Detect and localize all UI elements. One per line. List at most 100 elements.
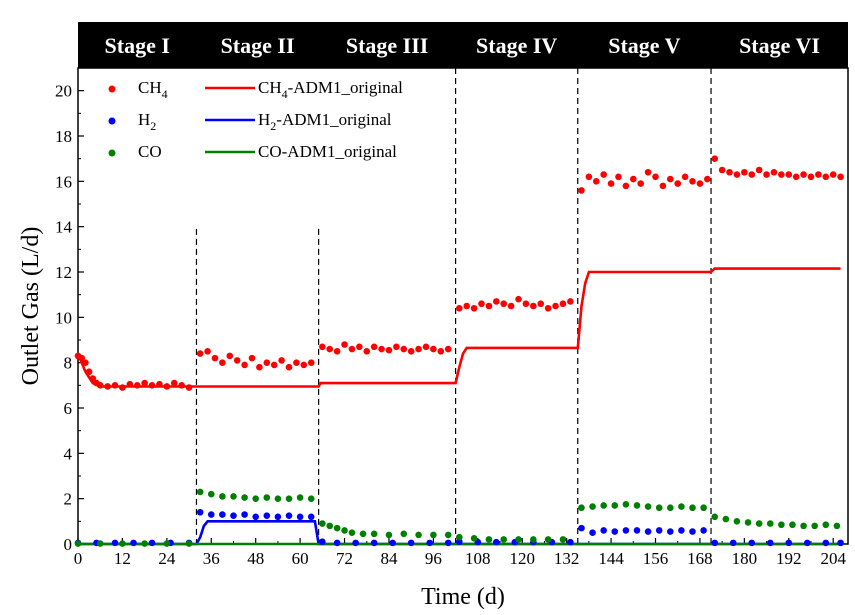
y-tick-label: 14: [55, 218, 73, 237]
data-point: [263, 512, 271, 519]
x-tick-label: 132: [554, 549, 580, 568]
data-point: [755, 520, 763, 527]
data-point: [252, 495, 259, 502]
data-point: [285, 512, 293, 519]
data-point: [633, 527, 641, 534]
data-point: [729, 539, 737, 547]
data-point: [644, 503, 652, 510]
data-point: [778, 171, 785, 178]
data-point: [815, 171, 822, 178]
x-tick-label: 60: [292, 549, 309, 568]
data-point: [341, 341, 348, 348]
stage-label: Stage II: [221, 33, 295, 58]
data-point: [444, 345, 452, 353]
legend-label-rest: -ADM1_original: [282, 142, 397, 161]
data-point: [600, 171, 607, 178]
data-point: [659, 182, 667, 190]
data-point: [530, 302, 537, 310]
data-point: [170, 379, 178, 387]
x-tick-label: 120: [509, 549, 535, 568]
data-point: [196, 488, 204, 496]
data-point: [652, 173, 659, 181]
data-point: [437, 348, 445, 355]
data-point: [233, 357, 241, 364]
data-point: [837, 173, 844, 181]
data-point: [559, 536, 567, 543]
data-point: [696, 180, 704, 187]
data-point: [219, 359, 226, 366]
data-point: [196, 508, 204, 516]
data-point: [763, 171, 770, 178]
data-point: [326, 345, 334, 353]
y-tick-label: 12: [55, 263, 72, 282]
y-tick-label: 4: [64, 444, 73, 463]
legend-marker: [108, 85, 116, 93]
stage-labels: Stage I Stage II Stage III Stage IV Stage V S…: [105, 33, 820, 58]
data-point: [544, 304, 552, 312]
data-point: [385, 531, 393, 539]
x-axis-ticks: 0 12 24 36 48 60 72 84 96 108 120 132 144 156 168 180 19…: [74, 538, 846, 568]
y-tick-label: 8: [64, 354, 73, 373]
legend-label-rest: -ADM1_original: [288, 78, 403, 97]
data-point: [722, 515, 730, 523]
data-point: [678, 503, 685, 510]
data-point: [711, 513, 719, 521]
data-point: [455, 538, 463, 546]
data-point: [530, 536, 537, 543]
data-point: [296, 513, 304, 521]
data-point: [426, 539, 433, 547]
data-point: [430, 531, 437, 539]
data-point: [600, 527, 607, 534]
data-point: [196, 350, 204, 357]
x-tick-label: 12: [114, 549, 131, 568]
data-point: [444, 539, 452, 547]
data-point: [811, 522, 818, 530]
data-point: [522, 300, 530, 308]
data-point: [711, 155, 719, 162]
data-point: [755, 166, 763, 174]
data-point: [470, 304, 478, 312]
data-point: [274, 495, 282, 502]
data-point: [741, 168, 748, 176]
model-line: [76, 267, 841, 388]
data-point: [667, 175, 674, 183]
data-point: [822, 173, 830, 181]
data-point: [378, 345, 385, 353]
data-point: [578, 504, 585, 512]
legend-marker: [108, 149, 116, 157]
data-point: [82, 359, 89, 366]
data-point: [744, 519, 752, 526]
data-point: [507, 302, 515, 310]
data-point: [248, 354, 256, 362]
data-point: [748, 171, 756, 178]
data-point: [230, 512, 237, 519]
data-point: [285, 495, 293, 502]
data-point: [500, 300, 508, 308]
legend-label-base: CH: [138, 78, 162, 97]
data-point: [689, 528, 696, 535]
data-point: [74, 540, 82, 547]
data-point: [319, 343, 326, 351]
data-point: [422, 343, 430, 351]
plot-frame: [77, 67, 849, 545]
data-point: [252, 513, 259, 521]
data-point: [163, 383, 171, 390]
data-point: [766, 539, 774, 547]
data-point: [96, 382, 104, 389]
data-point: [789, 521, 796, 529]
data-point: [829, 171, 837, 178]
data-point: [241, 361, 248, 369]
data-point: [263, 494, 271, 501]
y-tick-label: 18: [55, 127, 72, 146]
data-point: [678, 527, 685, 534]
stage-label: Stage I: [105, 33, 170, 58]
data-point: [748, 539, 756, 547]
data-point: [370, 530, 378, 538]
data-point: [389, 539, 396, 547]
measured-points: [74, 155, 844, 547]
legend: CH4H2COCH4-ADM1_originalH2-ADM1_original…: [108, 78, 403, 161]
data-point: [415, 345, 422, 353]
data-point: [263, 359, 271, 366]
data-point: [348, 529, 356, 536]
data-point: [800, 522, 807, 530]
